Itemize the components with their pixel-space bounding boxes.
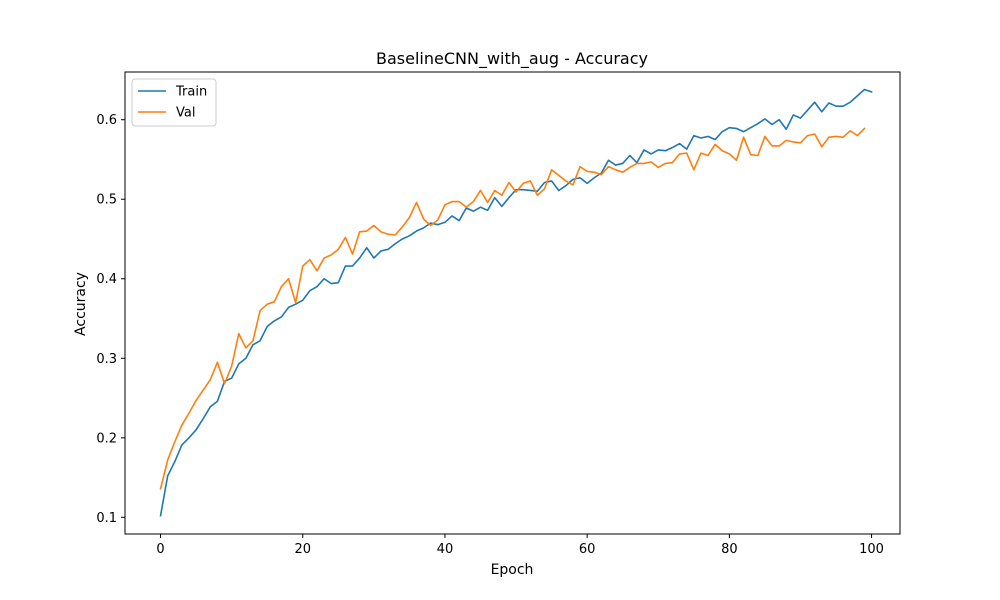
x-axis-label: Epoch [491,562,534,578]
y-tick-label: 0.1 [96,511,117,526]
y-tick-label: 0.3 [96,352,117,367]
series-line-val [159,127,866,490]
x-tick-label: 0 [156,542,164,557]
plot-area [124,71,901,535]
series-layer [159,88,873,517]
x-tick-label: 20 [294,542,311,557]
x-tick-label: 40 [437,542,454,557]
x-axis: 0 20 40 60 80 100 [156,534,884,557]
series-line-train [159,88,873,517]
plot-background [125,72,900,534]
x-tick-label: 60 [579,542,596,557]
y-tick-label: 0.4 [96,272,117,287]
x-tick-label: 100 [859,542,884,557]
chart-title: BaselineCNN_with_aug - Accuracy [376,49,648,69]
y-tick-label: 0.2 [96,431,117,446]
legend-label-val: Val [176,106,195,121]
y-axis-label: Accuracy [73,272,89,336]
y-tick-label: 0.5 [96,193,117,208]
legend-label-train: Train [175,85,207,100]
plot-frame [124,71,901,535]
x-tick-label: 80 [721,542,738,557]
legend: Train Val [131,78,217,127]
y-tick-label: 0.6 [96,113,117,128]
y-axis: 0.1 0.2 0.3 0.4 0.5 0.6 [96,113,125,526]
